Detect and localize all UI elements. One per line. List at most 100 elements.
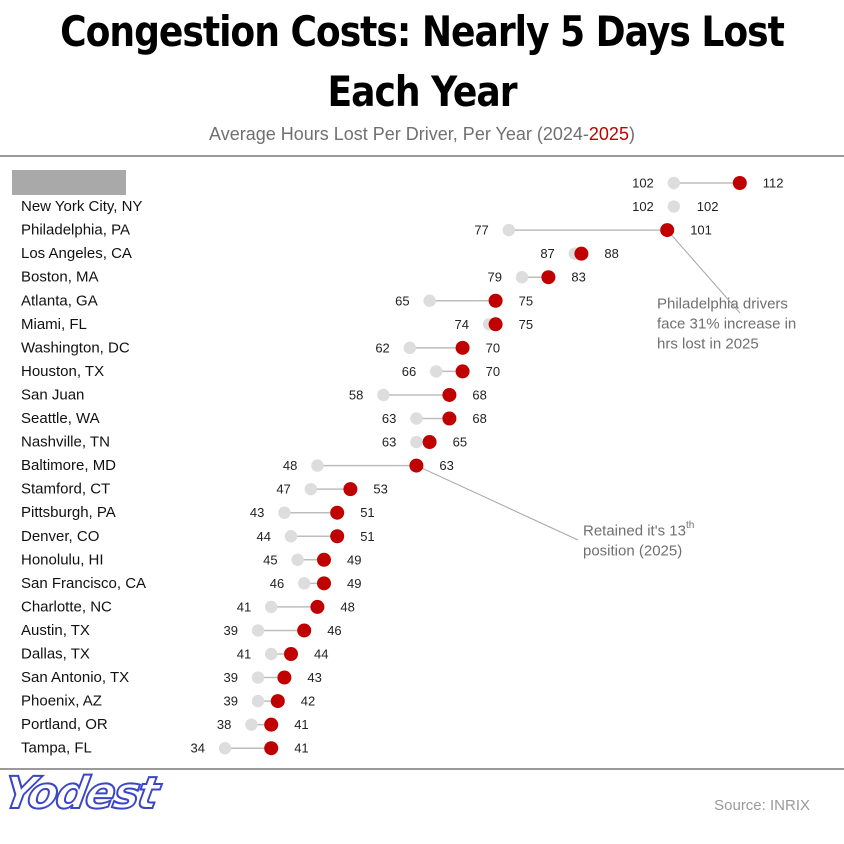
- value-label-left: 39: [224, 694, 238, 709]
- point-2025: [330, 505, 345, 520]
- value-label-right: 48: [340, 599, 354, 614]
- value-label-right: 42: [301, 694, 315, 709]
- subtitle-highlight-year: 2025: [588, 124, 629, 144]
- category-label: Austin, TX: [21, 622, 90, 639]
- brand-logo: Yodest: [0, 767, 162, 820]
- value-label-left: 41: [237, 647, 251, 662]
- point-2024: [265, 600, 278, 614]
- value-label-right: 102: [697, 199, 719, 214]
- point-2024: [304, 482, 317, 496]
- category-label: Washington, DC: [21, 339, 130, 356]
- point-2024: [430, 365, 443, 378]
- point-2025: [264, 741, 279, 756]
- point-2025: [455, 340, 470, 355]
- point-2024: [423, 294, 436, 307]
- category-label: San Juan: [21, 386, 84, 403]
- category-label: Nashville, TN: [21, 434, 110, 451]
- value-label-right: 88: [604, 246, 618, 261]
- value-label-right: 44: [314, 647, 328, 662]
- value-label-left: 34: [191, 741, 205, 756]
- point-2025: [270, 694, 285, 709]
- subtitle-suffix: ): [628, 124, 635, 144]
- value-label-left: 41: [237, 599, 251, 614]
- value-label-right: 63: [439, 458, 453, 473]
- point-2024: [502, 223, 515, 237]
- point-2024: [284, 530, 298, 543]
- category-label: Los Angeles, CA: [21, 245, 132, 262]
- value-label-left: 62: [375, 340, 389, 355]
- point-2024: [278, 506, 291, 519]
- point-2025: [442, 387, 457, 402]
- category-label: Philadelphia, PA: [21, 222, 130, 239]
- point-2024: [291, 553, 304, 566]
- point-2024: [403, 341, 416, 355]
- point-2024: [251, 624, 265, 637]
- value-label-left: 47: [276, 482, 290, 497]
- bottom-divider: [0, 768, 844, 770]
- value-label-right: 75: [519, 317, 533, 332]
- category-label: Stamford, CT: [21, 481, 110, 498]
- annotation-superscript: th: [686, 520, 694, 531]
- category-label: San Francisco, CA: [21, 575, 146, 592]
- point-2025: [277, 670, 292, 685]
- value-label-left: 102: [632, 199, 654, 214]
- subtitle-prefix: Average Hours Lost Per Driver, Per Year …: [209, 124, 589, 144]
- point-2024: [265, 647, 278, 661]
- value-label-right: 68: [472, 411, 486, 426]
- value-label-right: 51: [360, 529, 374, 544]
- value-label-right: 49: [347, 552, 361, 567]
- annotation-text-line: Retained it's 13th: [583, 520, 694, 540]
- point-2025: [409, 458, 424, 473]
- value-label-right: 70: [486, 364, 500, 379]
- annotation-layer: Philadelphia drivers face 31% increase in…: [416, 229, 796, 560]
- value-label-left: 74: [455, 317, 469, 332]
- value-label-right: 75: [519, 293, 533, 308]
- annotation-text-line: face 31% increase in: [657, 316, 796, 333]
- value-label-left: 43: [250, 505, 264, 520]
- point-2025: [310, 599, 325, 614]
- value-label-left: 87: [540, 246, 554, 261]
- point-2025: [297, 623, 312, 638]
- chart-subtitle: Average Hours Lost Per Driver, Per Year …: [0, 124, 844, 145]
- value-label-right: 70: [486, 340, 500, 355]
- value-label-left: 39: [224, 670, 238, 685]
- category-label: San Antonio, TX: [21, 669, 129, 686]
- category-label: Pittsburgh, PA: [21, 504, 116, 521]
- value-label-right: 83: [571, 270, 585, 285]
- category-label: Tampa, FL: [21, 740, 92, 757]
- annotation-text-line: hrs lost in 2025: [657, 336, 759, 353]
- value-label-left: 65: [395, 293, 409, 308]
- category-label: Phoenix, AZ: [21, 693, 102, 710]
- point-2025: [574, 246, 589, 261]
- point-2024: [410, 435, 423, 449]
- value-label-left: 39: [224, 623, 238, 638]
- value-label-right: 41: [294, 741, 308, 756]
- category-label: Honolulu, HI: [21, 551, 104, 568]
- redacted-category-label: [12, 170, 126, 195]
- point-2024: [218, 742, 232, 755]
- point-2025: [455, 364, 470, 379]
- point-2024: [251, 671, 265, 684]
- point-2024: [245, 718, 258, 731]
- category-label: Miami, FL: [21, 316, 87, 333]
- category-label: Dallas, TX: [21, 646, 90, 663]
- value-label-right: 101: [690, 223, 712, 238]
- point-2025: [488, 317, 503, 332]
- point-2025: [330, 529, 345, 544]
- value-label-left: 58: [349, 387, 363, 402]
- annotation-text-line: Philadelphia drivers: [657, 296, 788, 313]
- category-label: Denver, CO: [21, 528, 99, 545]
- chart-title: Congestion Costs: Nearly 5 Days Lost Eac…: [60, 7, 785, 116]
- value-label-left: 48: [283, 458, 297, 473]
- category-label: Charlotte, NC: [21, 598, 112, 615]
- value-label-left: 63: [382, 435, 396, 450]
- category-label: Houston, TX: [21, 363, 104, 380]
- value-label-left: 77: [474, 223, 488, 238]
- point-2025: [442, 411, 457, 426]
- point-2025: [541, 270, 556, 285]
- value-label-left: 38: [217, 717, 231, 732]
- point-2025: [488, 293, 503, 308]
- point-2025: [317, 552, 331, 567]
- annotation-text-line: position (2025): [583, 543, 682, 560]
